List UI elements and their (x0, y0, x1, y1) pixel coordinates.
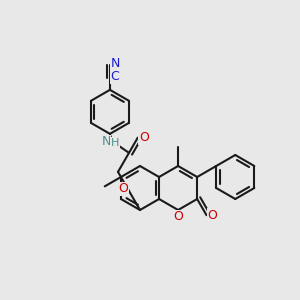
Text: H: H (111, 138, 119, 148)
Text: O: O (139, 131, 149, 144)
Text: O: O (118, 182, 128, 195)
Text: C: C (111, 70, 119, 83)
Text: O: O (208, 209, 218, 222)
Text: N: N (101, 135, 111, 148)
Text: O: O (173, 211, 183, 224)
Text: N: N (110, 57, 120, 70)
